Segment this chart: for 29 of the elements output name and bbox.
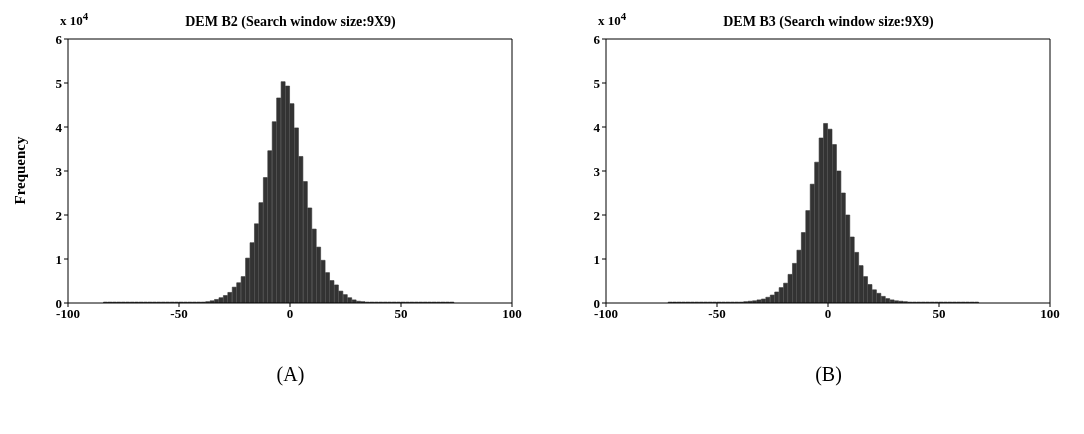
y-axis-title: Frequency <box>11 136 29 205</box>
y-tick-label: 6 <box>593 31 601 47</box>
x-tick-label: 0 <box>824 306 832 322</box>
y-tick-label: 5 <box>593 75 601 91</box>
y-tick-label: 3 <box>55 163 63 179</box>
y-tick-label: 2 <box>593 207 600 223</box>
x-tick-label: -50 <box>170 306 188 322</box>
chart-title: DEM B2 (Search window size:9X9) <box>185 14 396 29</box>
y-tick-label: 1 <box>55 251 62 267</box>
y-tick-label: 4 <box>593 119 601 135</box>
text: (A) <box>275 363 306 386</box>
chart-title: DEM B3 (Search window size:9X9) <box>723 14 934 29</box>
y-tick-label: 0 <box>55 295 62 311</box>
x-tick-label: 50 <box>394 306 408 322</box>
y-tick-label: 0 <box>593 295 600 311</box>
text: (B) <box>814 363 843 386</box>
y-tick-label: 6 <box>55 31 63 47</box>
y-tick-label: 2 <box>55 207 62 223</box>
text: x 10$^{4}$ <box>598 10 627 30</box>
y-tick-label: 1 <box>593 251 600 267</box>
y-tick-label: 3 <box>593 163 601 179</box>
x-tick-label: 100 <box>502 306 522 322</box>
y-tick-label: 4 <box>55 119 63 135</box>
y-tick-label: 5 <box>55 75 63 91</box>
x-tick-label: 100 <box>1040 306 1060 322</box>
x-tick-label: 50 <box>932 306 946 322</box>
text: x 10$^{4}$ <box>60 10 89 30</box>
x-tick-label: 0 <box>286 306 294 322</box>
x-tick-label: -50 <box>708 306 726 322</box>
